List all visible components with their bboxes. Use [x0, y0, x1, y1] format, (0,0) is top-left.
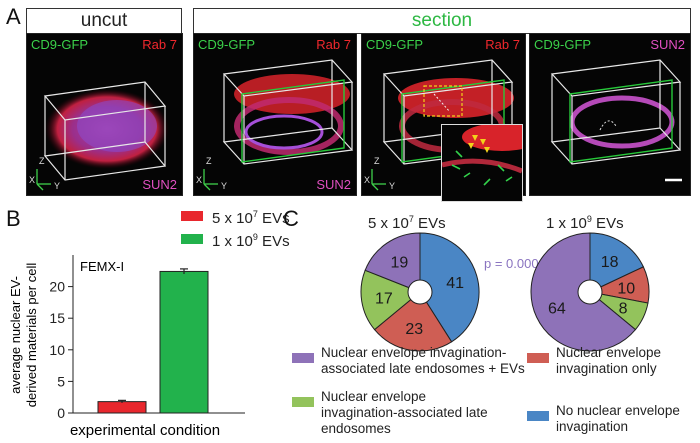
pie2-label-1: 18 [601, 254, 619, 271]
micrograph-section-3: CD9-GFP SUN2 [529, 33, 691, 196]
pie2-label-2: 10 [617, 280, 635, 297]
cell-render-section-1 [203, 59, 354, 191]
section3-ch1-label: CD9-GFP [534, 37, 592, 52]
legend-b-label-2: 1 x 109 EVs [212, 232, 290, 250]
uncut-axis-x: X [29, 175, 36, 185]
uncut-header: uncut [26, 8, 182, 34]
y-axis-label-1: average nuclear EV- [8, 276, 23, 394]
legend-c-swatch-1 [292, 353, 314, 363]
legend-b-label-1: 5 x 107 EVs [212, 209, 290, 227]
uncut-axis-y: Y [54, 181, 61, 191]
legend-c-swatch-2 [527, 353, 549, 363]
section1-axis-z: Z [206, 156, 212, 166]
y-tick-label: 5 [57, 373, 65, 389]
bar-2 [159, 270, 209, 414]
bar-chart: average nuclear EV- derived materials pe… [8, 255, 245, 439]
x-axis-label: experimental condition [70, 422, 220, 439]
section2-ch2-label: Rab 7 [485, 37, 520, 52]
pie2-slice-1 [589, 232, 645, 293]
pie1-label-2: 23 [405, 321, 423, 338]
legend-c-1-line1: Nuclear envelope invagination- [321, 345, 507, 360]
section-title: section [411, 10, 473, 31]
y-tick-label: 10 [49, 342, 65, 358]
p-value: p = 0.0002 [484, 256, 546, 271]
legend-b-swatch-2 [181, 234, 203, 244]
pie1-hole [407, 279, 433, 305]
section2-axis-x: X [364, 175, 371, 185]
legend-c-text-3: Nuclear envelope invagination-associated… [321, 389, 488, 437]
legend-c-swatch-4 [527, 411, 549, 421]
legend-b-swatch-1 [181, 211, 203, 221]
uncut-ch1-label: CD9-GFP [31, 37, 89, 52]
y-tick-label: 20 [49, 279, 65, 295]
panel-c-letter: C [283, 206, 299, 231]
pie2-label-3: 8 [619, 301, 628, 318]
bar-marks [97, 268, 209, 414]
bar-1 [97, 401, 147, 414]
section1-axis-y: Y [221, 181, 228, 191]
panel-a-letter: A [6, 4, 21, 29]
cell-render-uncut [36, 81, 169, 191]
zoom-inset [441, 124, 523, 202]
legend-c-text-2: Nuclear envelope invagination only [556, 345, 661, 377]
section1-ch1-label: CD9-GFP [198, 37, 256, 52]
section3-ch2-label: SUN2 [650, 37, 685, 52]
uncut-ch2-label: Rab 7 [142, 37, 177, 52]
uncut-axis-z: Z [39, 156, 45, 166]
cell-render-section-3 [550, 59, 682, 182]
legend-c-2-line1: Nuclear envelope [556, 345, 662, 360]
pie1-label-3: 17 [375, 291, 393, 308]
pie1-slice-2 [373, 291, 453, 352]
section2-ch1-label: CD9-GFP [366, 37, 424, 52]
legend-c-3-line2: invagination-associated late [321, 405, 488, 420]
micrograph-uncut: CD9-GFP Rab 7 SUN2 Z X Y [26, 33, 183, 196]
pie1-slice-3 [360, 269, 421, 331]
micrograph-section-1: CD9-GFP Rab 7 SUN2 Z X Y [193, 33, 357, 196]
section1-ch2-label: Rab 7 [316, 37, 351, 52]
pie-charts: 41 23 17 19 18 10 8 64 [360, 232, 650, 352]
legend-c-text-4: No nuclear envelope invagination [556, 403, 680, 435]
legend-c-3-line3: endosomes [321, 421, 391, 436]
pie2-title: 1 x 109 EVs [546, 214, 624, 232]
legend-c-text-1: Nuclear envelope invagination- associate… [321, 345, 525, 377]
uncut-title: uncut [80, 10, 128, 31]
pie2-hole [577, 279, 603, 305]
pie1-title: 5 x 107 EVs [368, 214, 446, 232]
section2-axis-z: Z [374, 156, 380, 166]
y-axis-label-2: derived materials per cell [24, 263, 39, 408]
section2-axis-y: Y [389, 181, 396, 191]
uncut-ch3-label: SUN2 [142, 177, 177, 192]
legend-c-4-line1: No nuclear envelope [556, 403, 680, 418]
legend-c-3-line1: Nuclear envelope [321, 389, 427, 404]
inset-render [442, 125, 522, 186]
section1-axis-x: X [196, 175, 203, 185]
pie1-slice-4 [364, 232, 421, 293]
pie1-label-1: 41 [446, 275, 464, 292]
chart-title: FEMX-I [80, 259, 124, 274]
panel-b-letter: B [6, 206, 21, 231]
bar-axes: 0 5 10 15 20 [49, 255, 245, 421]
legend-c-swatch-3 [292, 397, 314, 407]
legend-c-4-line2: invagination [556, 419, 629, 434]
pie2-label-4: 64 [548, 301, 566, 318]
section1-ch3-label: SUN2 [316, 177, 351, 192]
y-tick-label: 0 [57, 405, 65, 421]
y-tick-label: 15 [49, 310, 65, 326]
legend-c-2-line2: invagination only [556, 361, 657, 376]
section-header: section [193, 8, 691, 34]
legend-c-1-line2: associated late endosomes + EVs [321, 361, 525, 376]
pie1-label-4: 19 [391, 255, 409, 272]
